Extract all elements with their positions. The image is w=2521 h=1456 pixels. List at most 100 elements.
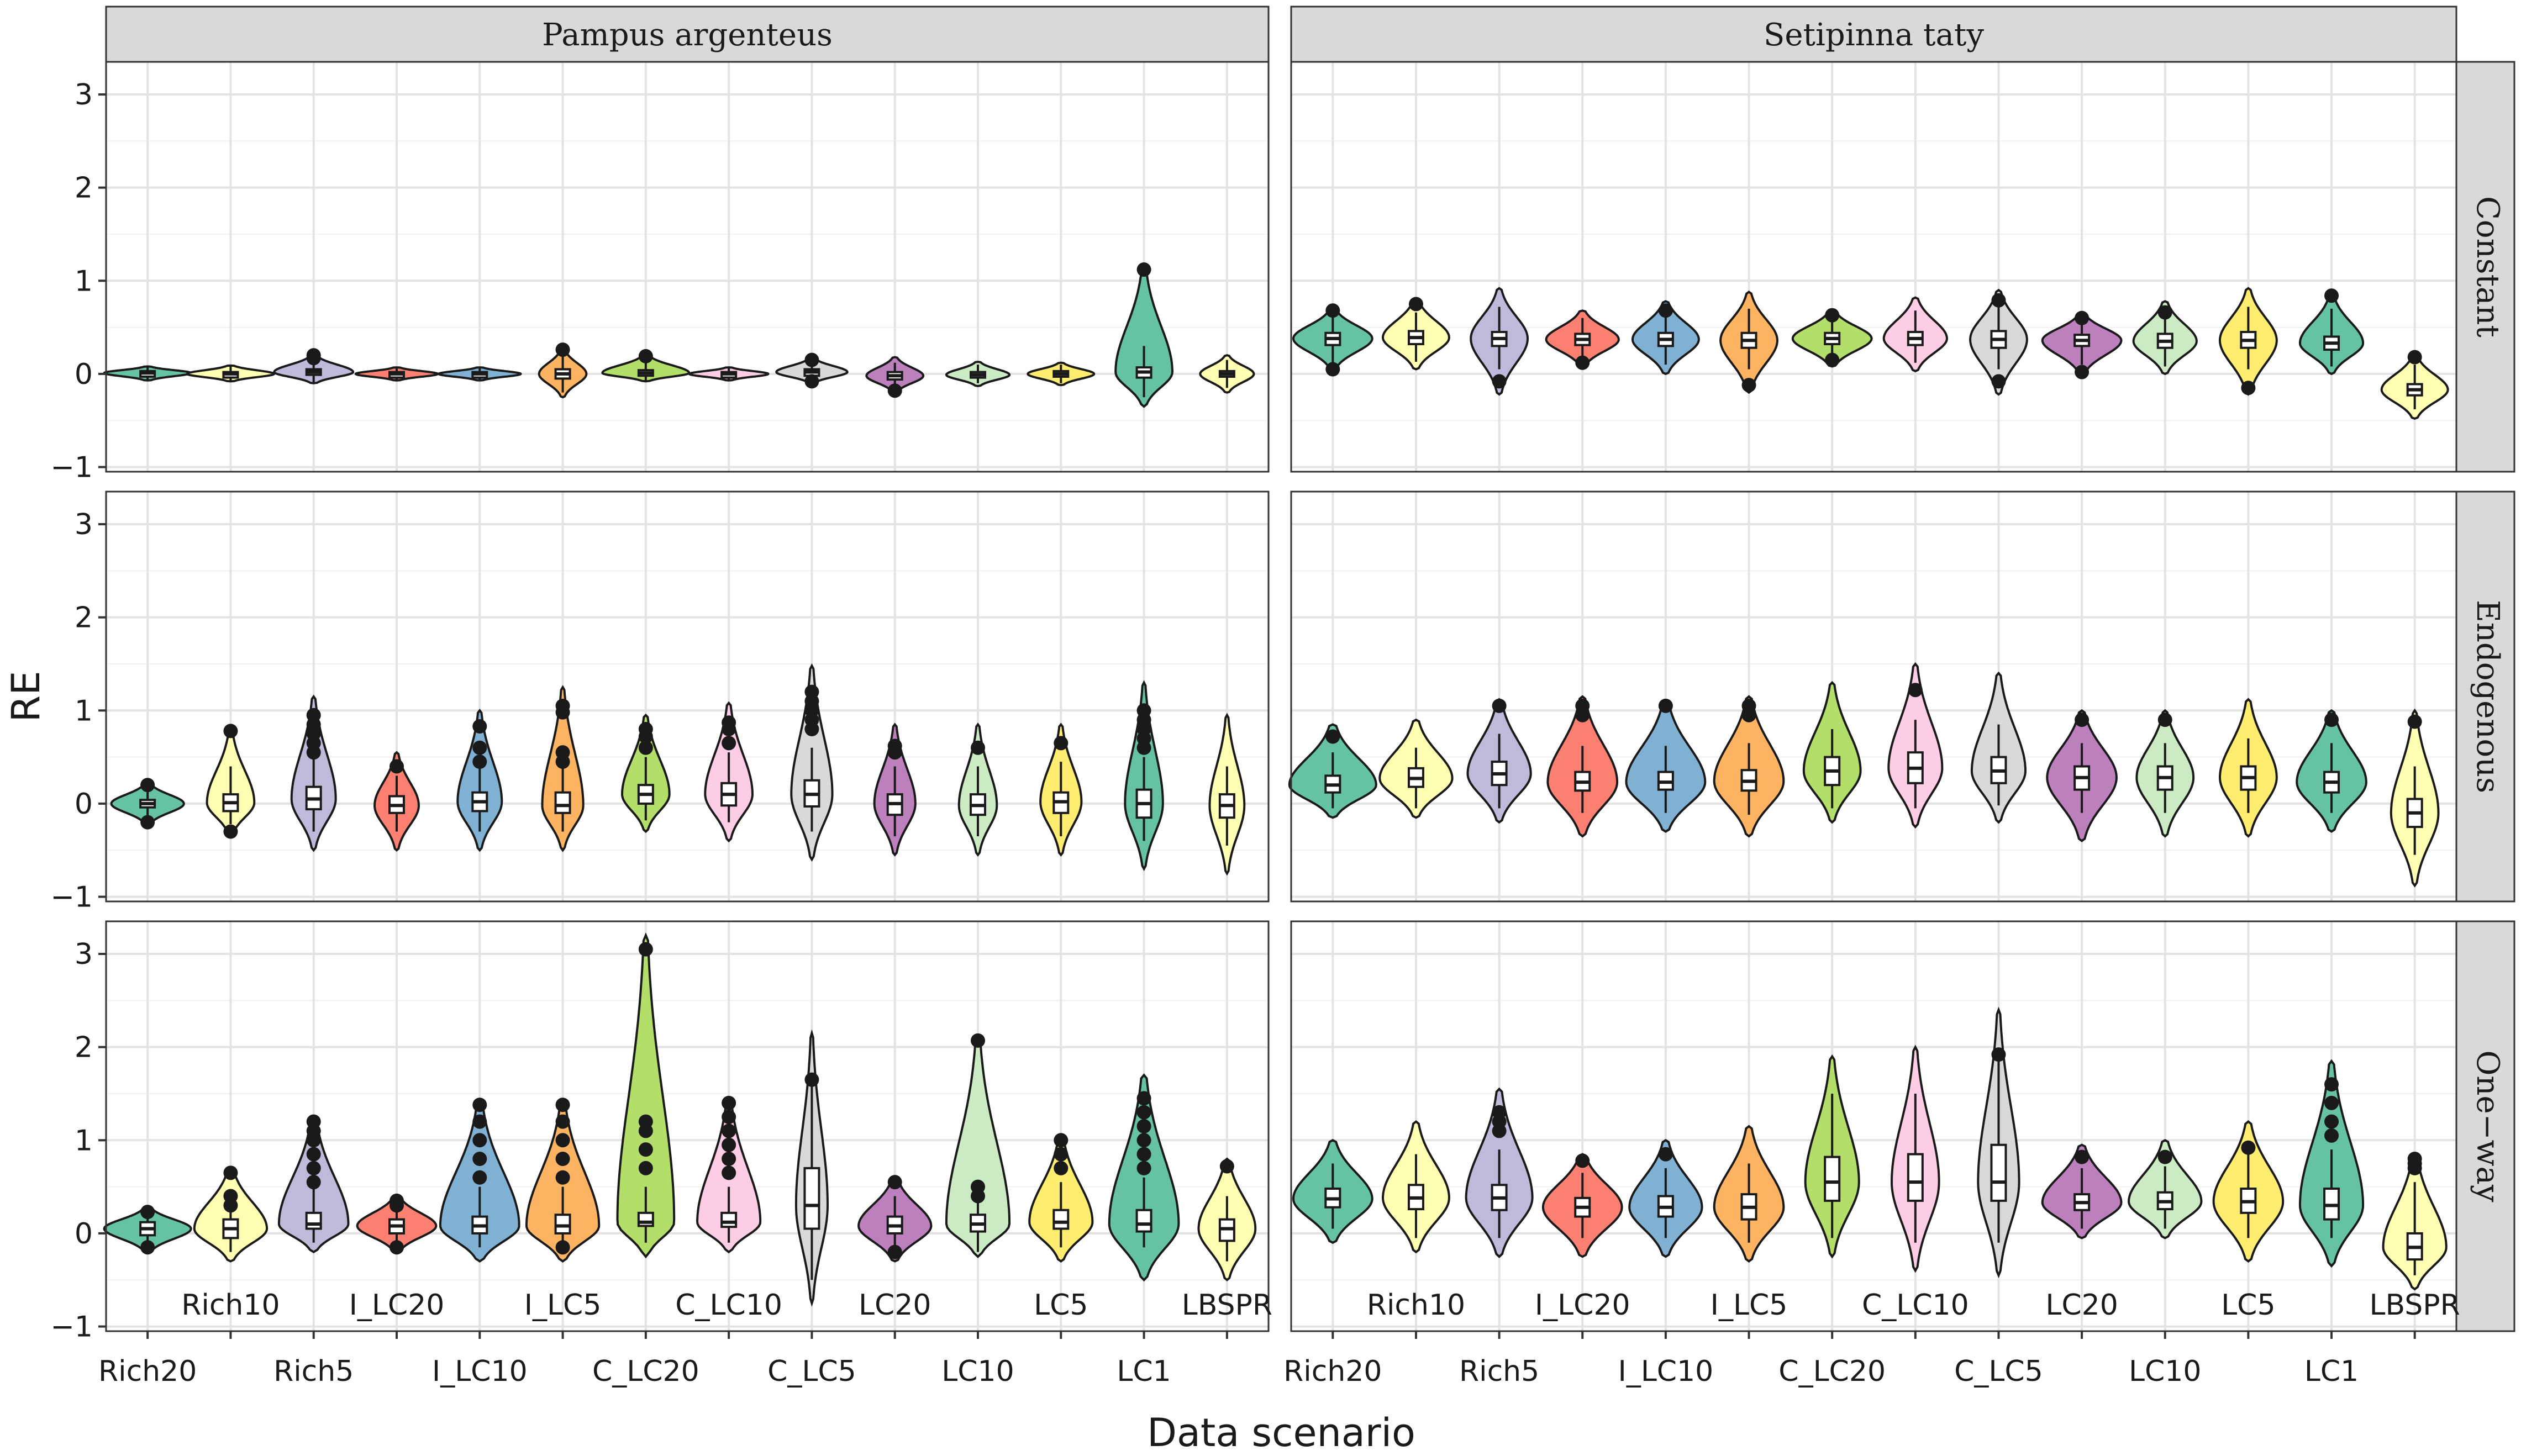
outlier-point [140, 815, 155, 830]
violin-Rich5 [277, 1114, 350, 1254]
outlier-point [722, 1165, 736, 1180]
outlier-point [2324, 713, 2339, 727]
outlier-point [1054, 1147, 1069, 1162]
violin-I_LC20 [356, 1193, 438, 1255]
outlier-point [390, 1198, 404, 1213]
x-tick-label: Rich5 [273, 1355, 354, 1388]
violin-Rich5 [1470, 287, 1529, 396]
violin-Rich20 [1288, 723, 1377, 819]
outlier-point [1136, 1091, 1151, 1106]
outlier-point [140, 778, 155, 793]
outlier-point [1136, 1147, 1151, 1162]
violin-C_LC10 [704, 701, 754, 843]
outlier-point [638, 1142, 653, 1157]
violin-box [305, 1211, 322, 1230]
panel-background [106, 492, 1269, 901]
outlier-point [1575, 1153, 1590, 1168]
violin-I_LC10 [439, 1098, 520, 1263]
violin-I_LC20 [373, 751, 420, 852]
y-tick-label: 3 [75, 938, 93, 971]
outlier-point [1054, 1133, 1069, 1148]
outlier-point [2324, 1095, 2339, 1110]
violin-Rich20 [103, 365, 192, 382]
violin-I_LC5 [1713, 695, 1785, 838]
violin-LC1 [2296, 709, 2367, 833]
violin-LBSPR [2380, 350, 2449, 420]
outlier-point [1136, 1133, 1151, 1148]
violin-box [720, 1211, 738, 1228]
row-strip [2455, 920, 2515, 1332]
outlier-point [2075, 1149, 2090, 1164]
x-tick-label: C_LC20 [592, 1355, 699, 1388]
outlier-point [1492, 1123, 1507, 1138]
row-strip [2455, 61, 2515, 473]
violin-box [554, 1214, 571, 1235]
violin-box [1990, 1143, 2007, 1202]
violin-LBSPR [1199, 354, 1255, 394]
violin-box [554, 791, 571, 814]
violin-LBSPR [1197, 1157, 1257, 1281]
violin-I_LC10 [456, 709, 503, 852]
violin-Rich20 [1292, 303, 1373, 377]
violin-LC10 [2135, 709, 2195, 838]
outlier-point [472, 1133, 487, 1148]
violin-LBSPR [2390, 708, 2440, 888]
violin-LC10 [2128, 1139, 2203, 1239]
violin-C_LC10 [1887, 662, 1944, 829]
outlier-point [638, 1160, 653, 1175]
violin-LC5 [2218, 698, 2278, 838]
outlier-point [722, 1095, 736, 1110]
outlier-point [638, 729, 653, 744]
outlier-point [804, 374, 819, 389]
outlier-point [887, 1244, 902, 1259]
panel-background [1291, 62, 2456, 472]
outlier-point [1408, 297, 1423, 312]
panel-background [1291, 492, 2456, 901]
outlier-point [638, 1123, 653, 1138]
x-tick-label: I_LC20 [349, 1289, 445, 1322]
column-strip [105, 6, 1270, 63]
x-axis-title: Data scenario [1147, 1410, 1415, 1455]
outlier-point [223, 1198, 238, 1213]
x-tick-label: C_LC5 [1954, 1355, 2043, 1388]
violin-LC5 [2212, 1120, 2285, 1263]
outlier-point [2407, 350, 2422, 365]
outlier-point [1658, 698, 1673, 713]
outlier-point [1136, 740, 1151, 755]
x-tick-label: LC5 [2221, 1289, 2275, 1322]
x-tick-label: LC1 [1117, 1355, 1171, 1388]
violin-LC1 [1124, 680, 1164, 872]
violin-C_LC10 [696, 1095, 762, 1254]
outlier-point [555, 1133, 570, 1148]
outlier-point [223, 724, 238, 738]
violin-I_LC10 [1628, 1138, 1703, 1258]
violin-I_LC5 [1713, 1125, 1785, 1263]
outlier-point [1492, 698, 1507, 713]
outlier-point [2157, 1149, 2172, 1164]
x-tick-label: LBSPR [1182, 1289, 1272, 1322]
panel-background [106, 921, 1269, 1331]
y-tick-label: 1 [75, 1124, 93, 1157]
x-tick-label: I_LC5 [1711, 1289, 1788, 1322]
violin-Rich20 [103, 1205, 192, 1255]
violin-C_LC5 [794, 1029, 829, 1307]
y-tick-label: −1 [50, 1311, 93, 1344]
violin-C_LC5 [1970, 671, 2027, 824]
outlier-point [2324, 1077, 2339, 1092]
outlier-point [887, 1175, 902, 1190]
outlier-point [1825, 308, 1840, 323]
violin-C_LC10 [1890, 1044, 1940, 1273]
outlier-point [971, 1033, 985, 1048]
violin-Rich10 [1381, 297, 1450, 371]
violin-C_LC20 [1802, 680, 1862, 824]
outlier-point [555, 1152, 570, 1167]
outlier-point [390, 759, 404, 774]
outlier-point [722, 1110, 736, 1125]
violin-I_LC10 [1631, 300, 1700, 376]
x-tick-label: Rich20 [1283, 1355, 1382, 1388]
outlier-point [1136, 262, 1151, 277]
y-tick-label: 2 [75, 602, 93, 635]
x-tick-label: I_LC5 [524, 1289, 602, 1322]
outlier-point [472, 1114, 487, 1129]
violin-Rich20 [1292, 1139, 1373, 1244]
